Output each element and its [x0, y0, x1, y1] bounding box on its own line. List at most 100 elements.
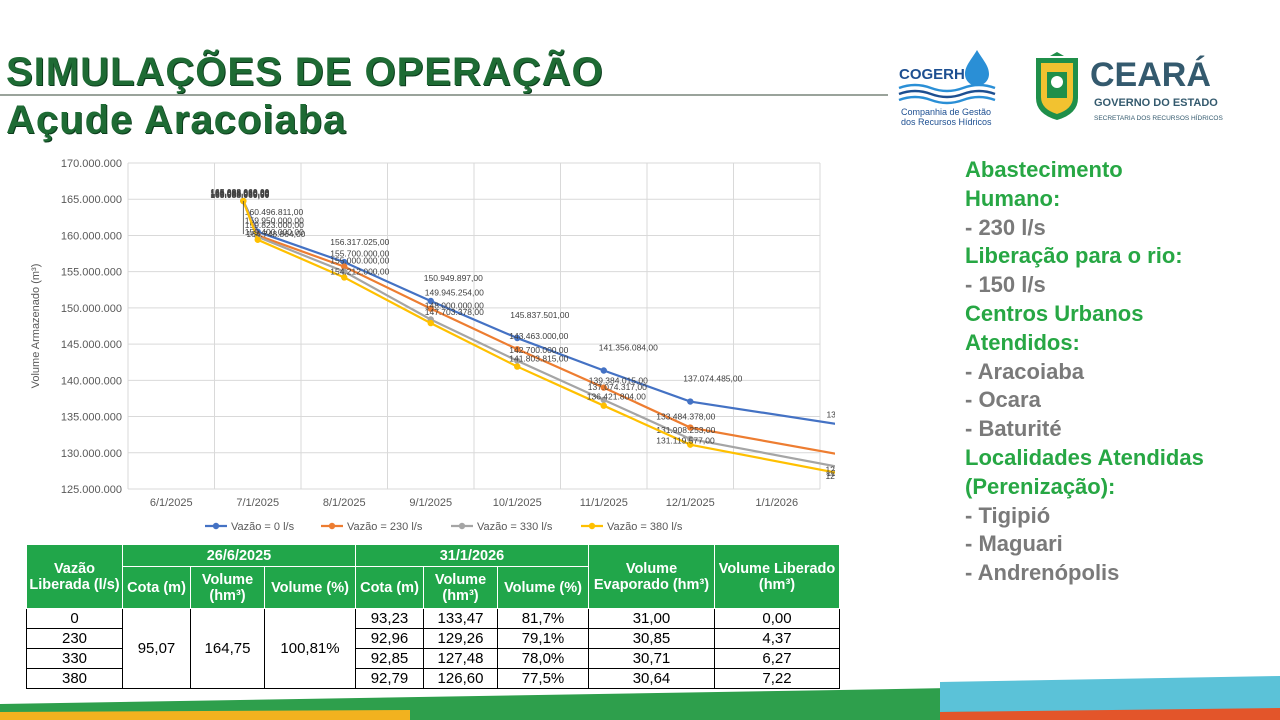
data-label: 133.465.180,00 — [826, 410, 835, 420]
info-line: - 230 l/s — [965, 214, 1046, 240]
header-cota-1: Cota (m) — [122, 566, 191, 609]
data-label: 147.703.378,00 — [425, 307, 484, 317]
data-label: 148.000.000,00 — [425, 300, 484, 310]
cell-vazao: 0 — [26, 608, 123, 629]
data-point — [341, 263, 348, 270]
data-label: 126.597.341,00 — [825, 464, 835, 474]
data-point — [254, 236, 261, 243]
data-point — [600, 396, 607, 404]
data-label: 165.088.060,00 — [210, 187, 269, 197]
data-point — [600, 402, 607, 409]
data-point — [600, 384, 607, 391]
header-volume-1: Volume (hm³) — [190, 566, 265, 609]
y-tick-label: 125.000.000 — [61, 484, 122, 496]
y-tick-label: 130.000.000 — [61, 448, 122, 460]
cell-volume: 127,48 — [423, 648, 498, 669]
info-line: Humano: — [965, 185, 1061, 211]
data-point — [600, 367, 607, 374]
legend-label: Vazão = 380 l/s — [607, 521, 683, 533]
data-label: 154.212.000,00 — [330, 266, 389, 276]
series-line — [242, 200, 835, 455]
cell-initial-pct: 100,81% — [264, 608, 356, 689]
data-label: 165.088.060,00 — [210, 188, 269, 198]
info-line: (Perenização): — [965, 473, 1116, 499]
data-label: 160.496.811,00 — [245, 207, 304, 217]
cell-pct: 79,1% — [497, 628, 589, 649]
cell-volume: 129,26 — [423, 628, 498, 649]
cell-lib: 0,00 — [714, 608, 840, 629]
data-point — [514, 345, 521, 353]
y-axis-label: Volume Armazenado (m³) — [30, 264, 42, 389]
ceara-sub1: GOVERNO DO ESTADO — [1094, 97, 1218, 109]
data-label: 137.074.317,00 — [588, 382, 647, 392]
cell-vazao: 230 — [26, 628, 123, 649]
ceara-name: CEARÁ — [1090, 56, 1211, 94]
y-tick-label: 145.000.000 — [61, 339, 122, 351]
y-tick-label: 140.000.000 — [61, 375, 122, 387]
water-drop-icon — [965, 50, 989, 86]
header-date-final: 31/1/2026 — [355, 544, 589, 567]
data-label: 131.119.577,00 — [656, 436, 715, 446]
info-line: - 150 l/s — [965, 272, 1046, 298]
cell-pct: 78,0% — [497, 648, 589, 669]
data-point — [427, 305, 434, 312]
legend-marker — [588, 522, 596, 530]
data-label: 131.908.253,00 — [656, 425, 715, 435]
volume-line-chart: 125.000.000 130.000.000 135.000.000 140.000… — [30, 158, 835, 533]
title-divider — [0, 94, 888, 96]
cell-lib: 4,37 — [714, 628, 840, 649]
header-date-initial: 26/6/2025 — [122, 544, 356, 567]
info-panel: Abastecimento Humano: - 230 l/s Liberação p… — [965, 156, 1265, 588]
info-line: - Baturité — [965, 416, 1062, 442]
data-point — [687, 424, 694, 431]
info-line: Liberação para o rio: — [965, 243, 1183, 269]
cell-volume: 133,47 — [423, 608, 498, 629]
data-point — [341, 268, 348, 275]
x-tick-label: 12/1/2025 — [666, 497, 715, 509]
series-line — [242, 200, 835, 474]
data-point — [341, 274, 348, 281]
x-tick-label: 10/1/2025 — [493, 497, 542, 509]
cell-cota: 92,96 — [355, 628, 424, 649]
x-tick-label: 8/1/2025 — [323, 497, 366, 509]
annotation-label: 164.748.864,00 — [246, 229, 305, 239]
data-label: 159.823.000,00 — [245, 220, 304, 230]
cell-pct: 81,7% — [497, 608, 589, 629]
data-label: 129.256.440,00 — [826, 468, 835, 478]
page-title: SIMULAÇÕES DE OPERAÇÃO — [6, 50, 604, 94]
series-line — [242, 200, 835, 468]
data-label: 133.484.378,00 — [656, 412, 715, 422]
data-label: 145.837.501,00 — [510, 310, 569, 320]
cell-initial-cota: 95,07 — [122, 608, 191, 689]
table-row: 380 92,79 126,60 77,5% 30,64 7,22 — [26, 668, 840, 689]
y-tick-label: 135.000.000 — [61, 412, 122, 424]
table-row: 0 95,07 164,75 100,81% 93,23 133,47 81,7… — [26, 608, 840, 689]
data-label: 155.000.000,00 — [330, 256, 389, 266]
header-evaporated: Volume Evaporado (hm³) — [588, 544, 715, 609]
data-point — [427, 319, 434, 327]
page-subtitle: Açude Aracoiaba — [6, 98, 347, 142]
cell-evap: 30,85 — [588, 628, 715, 649]
cell-volume: 126,60 — [423, 668, 498, 689]
cell-evap: 30,64 — [588, 668, 715, 689]
data-label: 136.421.804,00 — [587, 392, 646, 402]
data-point — [687, 441, 694, 448]
legend-label: Vazão = 230 l/s — [347, 521, 423, 533]
cell-initial-volume: 164,75 — [190, 608, 265, 689]
data-label: 159.950.000,00 — [245, 215, 304, 225]
legend-marker — [328, 522, 336, 530]
simulation-table: Vazão Liberada (l/s) 26/6/2025 31/1/2026… — [26, 544, 840, 689]
data-point — [341, 258, 348, 266]
data-label: 150.949.897,00 — [424, 273, 483, 283]
data-label: 156.317.025,00 — [330, 237, 389, 247]
info-line: - Maguari — [965, 531, 1063, 557]
data-point — [514, 334, 521, 342]
info-line: - Ocara — [965, 387, 1041, 413]
cell-vazao: 380 — [26, 668, 123, 689]
cogerh-logo: COGERH Companhia de Gestão dos Recursos … — [898, 50, 996, 127]
data-label: 149.945.254,00 — [425, 288, 484, 298]
cell-cota: 92,85 — [355, 648, 424, 669]
y-tick-label: 160.000.000 — [61, 230, 122, 242]
x-tick-label: 6/1/2025 — [150, 497, 193, 509]
ceara-logo: CEARÁ GOVERNO DO ESTADO SECRETARIA DOS R… — [1036, 52, 1223, 122]
